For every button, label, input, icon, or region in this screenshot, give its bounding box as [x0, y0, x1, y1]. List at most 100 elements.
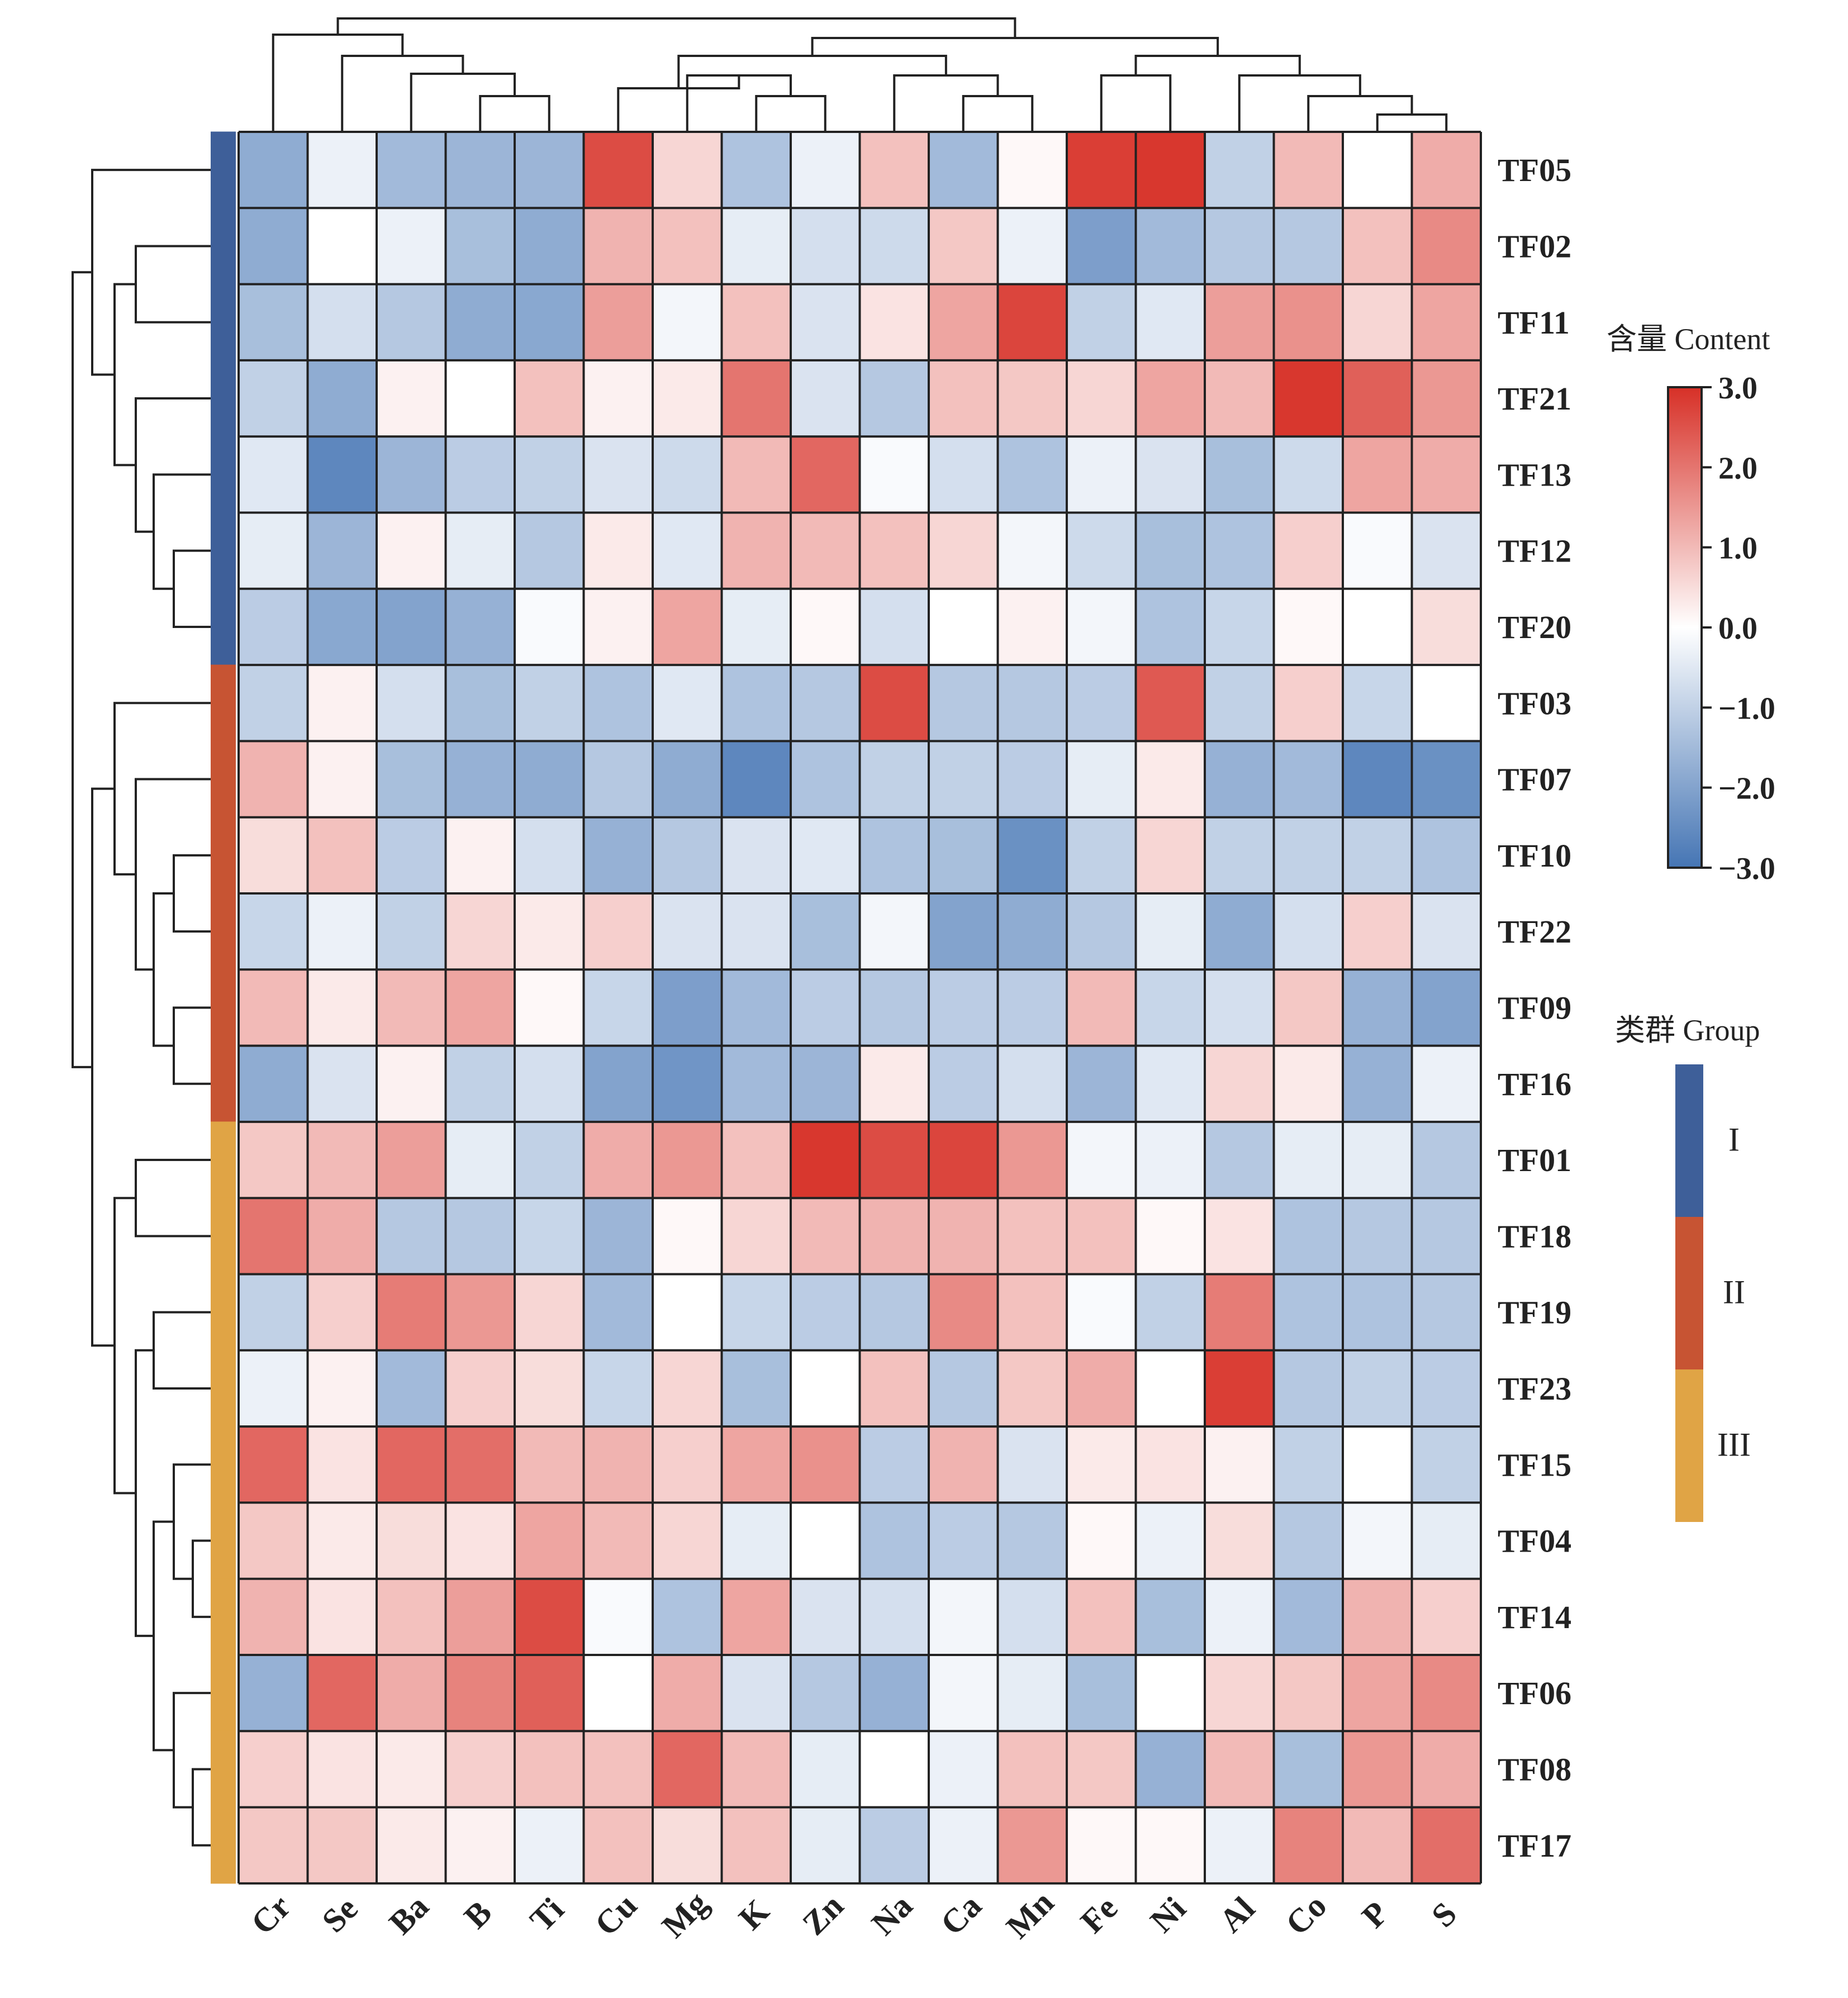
cell-tf05-fe: [1067, 132, 1136, 208]
cell-tf07-zn: [791, 741, 860, 817]
cell-tf06-b: [445, 1655, 515, 1731]
cell-tf09-mg: [653, 969, 722, 1046]
group-bar-segment-i: [211, 131, 236, 208]
cell-tf12-co: [1274, 512, 1343, 589]
cell-tf21-p: [1343, 360, 1412, 437]
cell-tf03-na: [859, 665, 929, 741]
cell-tf10-co: [1274, 817, 1343, 893]
group-bar-segment-iii: [211, 1578, 236, 1656]
group-legend-label-i: I: [1728, 1121, 1740, 1158]
cell-tf02-se: [307, 208, 377, 284]
cell-tf11-cr: [239, 284, 308, 360]
cell-tf02-k: [721, 208, 791, 284]
cell-tf04-ca: [929, 1502, 998, 1579]
cell-tf08-ti: [515, 1731, 584, 1807]
row-label-tf15: TF15: [1498, 1447, 1571, 1483]
column-dendrogram: [272, 17, 1448, 132]
cell-tf14-co: [1274, 1578, 1343, 1655]
cell-tf15-k: [721, 1426, 791, 1503]
cell-tf01-co: [1274, 1121, 1343, 1198]
col-dendro-link: [341, 55, 464, 132]
cell-tf18-mn: [997, 1198, 1067, 1274]
cell-tf16-se: [307, 1045, 377, 1122]
cell-tf14-ba: [377, 1578, 446, 1655]
group-bar-segment-i: [211, 588, 236, 665]
cell-tf10-cu: [583, 817, 653, 893]
cell-tf11-p: [1343, 284, 1412, 360]
cell-tf15-ti: [515, 1426, 584, 1503]
cell-tf20-se: [307, 588, 377, 665]
cell-tf05-ni: [1136, 132, 1205, 208]
cell-tf04-co: [1274, 1502, 1343, 1579]
cell-tf02-ba: [377, 208, 446, 284]
group-bar-segment-iii: [211, 1274, 236, 1351]
cell-tf05-k: [721, 132, 791, 208]
cell-tf12-ni: [1136, 512, 1205, 589]
row-dendro-link: [113, 702, 211, 876]
cell-tf20-mg: [653, 588, 722, 665]
row-dendro-link: [113, 283, 136, 467]
group-bar-segment-ii: [211, 664, 236, 741]
cell-tf14-ni: [1136, 1578, 1205, 1655]
group-bar-segment-ii: [211, 817, 236, 894]
cell-tf02-s: [1412, 208, 1481, 284]
cell-tf05-zn: [791, 132, 860, 208]
cell-tf22-cr: [239, 893, 308, 970]
cell-tf20-fe: [1067, 588, 1136, 665]
col-dendro-link: [336, 17, 1016, 38]
cell-tf04-zn: [791, 1502, 860, 1579]
cell-tf18-al: [1205, 1198, 1274, 1274]
cell-tf23-mn: [997, 1350, 1067, 1427]
cell-tf04-ba: [377, 1502, 446, 1579]
cell-tf15-ca: [929, 1426, 998, 1503]
cell-tf04-cr: [239, 1502, 308, 1579]
group-legend-label-ii: II: [1723, 1274, 1745, 1311]
cell-tf16-ca: [929, 1045, 998, 1122]
cell-tf15-al: [1205, 1426, 1274, 1503]
cell-tf12-s: [1412, 512, 1481, 589]
cell-tf07-ba: [377, 741, 446, 817]
cell-tf04-k: [721, 1502, 791, 1579]
cell-tf01-cu: [583, 1121, 653, 1198]
cell-tf14-zn: [791, 1578, 860, 1655]
cell-tf01-ba: [377, 1121, 446, 1198]
cell-tf03-co: [1274, 665, 1343, 741]
row-label-tf10: TF10: [1498, 838, 1571, 874]
cell-tf07-ni: [1136, 741, 1205, 817]
group-legend-swatch-i: [1675, 1064, 1703, 1217]
col-dendro-link: [479, 95, 550, 132]
cell-tf18-b: [445, 1198, 515, 1274]
cell-tf08-ca: [929, 1731, 998, 1807]
cell-tf09-cu: [583, 969, 653, 1046]
cell-tf09-k: [721, 969, 791, 1046]
cell-tf11-cu: [583, 284, 653, 360]
cell-tf15-b: [445, 1426, 515, 1503]
cell-tf03-b: [445, 665, 515, 741]
cell-tf18-k: [721, 1198, 791, 1274]
cell-tf13-k: [721, 436, 791, 513]
cell-tf12-cu: [583, 512, 653, 589]
row-dendro-link: [192, 1768, 211, 1847]
cell-tf21-fe: [1067, 360, 1136, 437]
cell-tf21-mn: [997, 360, 1067, 437]
row-group-bar: [211, 131, 236, 1884]
cell-tf06-ba: [377, 1655, 446, 1731]
cell-tf19-co: [1274, 1274, 1343, 1350]
cell-tf05-ca: [929, 132, 998, 208]
col-label-b: B: [457, 1894, 499, 1935]
cell-tf23-s: [1412, 1350, 1481, 1427]
cell-tf11-mg: [653, 284, 722, 360]
group-bar-segment-iii: [211, 1807, 236, 1884]
cell-tf11-na: [859, 284, 929, 360]
cell-tf15-ba: [377, 1426, 446, 1503]
cell-tf13-p: [1343, 436, 1412, 513]
col-label-mg: Mg: [655, 1885, 715, 1945]
cell-tf14-mn: [997, 1578, 1067, 1655]
cell-tf11-b: [445, 284, 515, 360]
cell-tf04-ti: [515, 1502, 584, 1579]
group-legend-swatch-iii: [1675, 1369, 1703, 1522]
cell-tf05-mg: [653, 132, 722, 208]
cell-tf07-cu: [583, 741, 653, 817]
cell-tf05-mn: [997, 132, 1067, 208]
cell-tf12-se: [307, 512, 377, 589]
